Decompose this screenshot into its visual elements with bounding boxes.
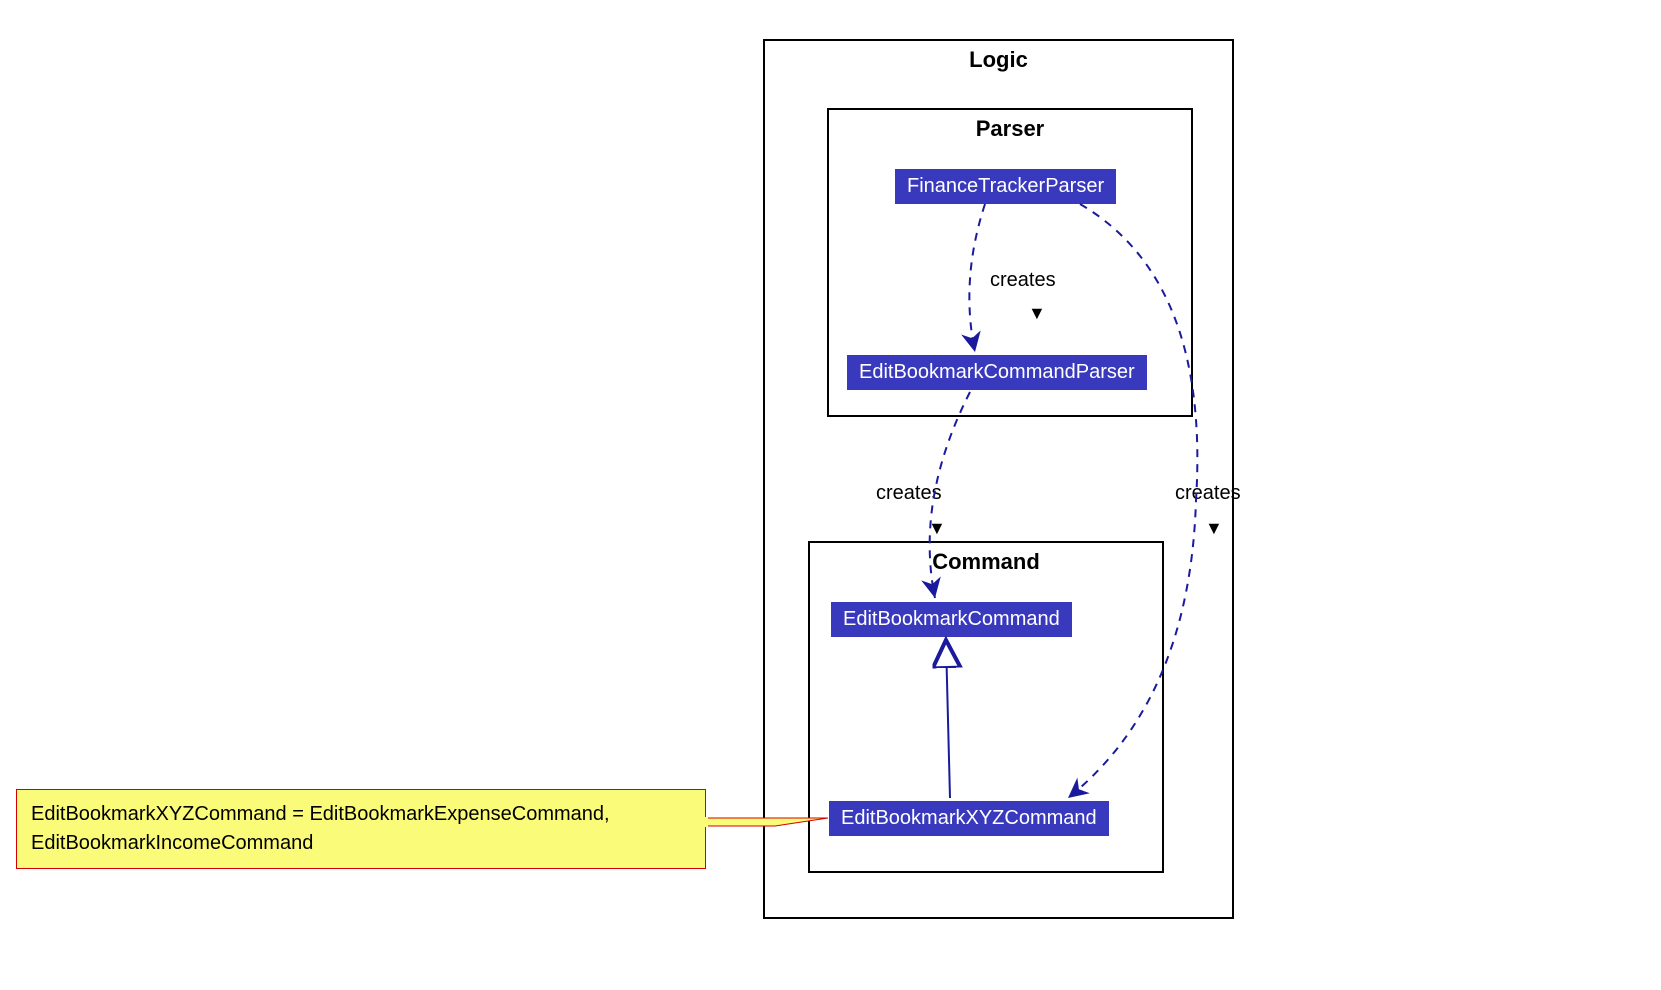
class-label: EditBookmarkCommand (843, 608, 1060, 630)
parser-title: Parser (829, 116, 1191, 142)
note-line-1: EditBookmarkXYZCommand = EditBookmarkExp… (31, 800, 691, 829)
class-label: EditBookmarkXYZCommand (841, 807, 1097, 829)
finance-tracker-parser-class: FinanceTrackerParser (895, 169, 1116, 204)
note-line-2: EditBookmarkIncomeCommand (31, 829, 691, 858)
command-title: Command (810, 549, 1162, 575)
arrow-indicator-2: ▼ (928, 518, 946, 539)
class-label: EditBookmarkCommandParser (859, 361, 1135, 383)
creates-label-2: creates (876, 482, 942, 505)
note-box: EditBookmarkXYZCommand = EditBookmarkExp… (16, 789, 706, 869)
edit-bookmark-xyz-command-class: EditBookmarkXYZCommand (829, 801, 1109, 836)
class-label: FinanceTrackerParser (907, 175, 1104, 197)
creates-label-3: creates (1175, 482, 1241, 505)
edit-bookmark-command-class: EditBookmarkCommand (831, 602, 1072, 637)
arrow-indicator-1: ▼ (1028, 303, 1046, 324)
edit-bookmark-command-parser-class: EditBookmarkCommandParser (847, 355, 1147, 390)
creates-label-1: creates (990, 269, 1056, 292)
arrow-indicator-3: ▼ (1205, 518, 1223, 539)
logic-title: Logic (765, 47, 1232, 73)
